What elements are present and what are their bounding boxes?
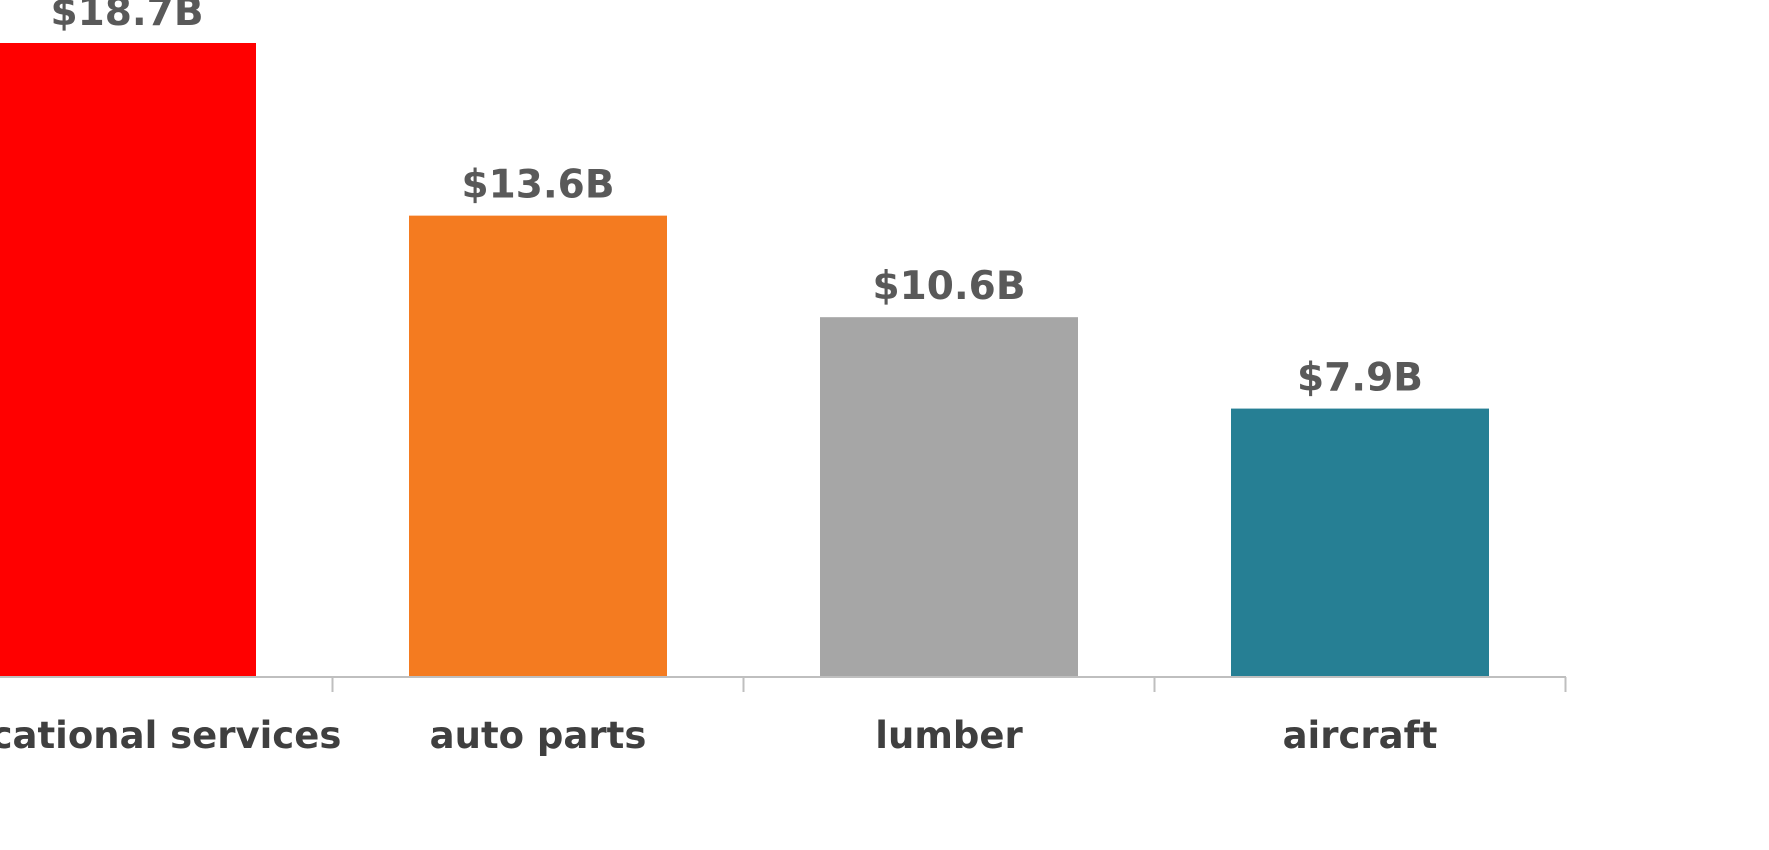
data-label-3: $7.9B: [1297, 356, 1423, 401]
x-tick-label-1: auto parts: [430, 714, 647, 757]
x-tick-label-3: aircraft: [1283, 714, 1438, 757]
x-axis: educational services auto parts lumber airc…: [0, 676, 1567, 757]
data-label-0: $18.7B: [50, 0, 203, 35]
bar-2: [820, 317, 1078, 676]
bar-3: [1231, 408, 1489, 676]
bars-layer: [0, 43, 1489, 677]
data-labels-layer: $18.7B $13.6B $10.6B $7.9B: [50, 0, 1423, 401]
bar-0: [0, 43, 256, 676]
x-tick-label-2: lumber: [875, 714, 1023, 757]
data-label-2: $10.6B: [872, 264, 1025, 309]
x-tick-label-0: educational services: [0, 714, 341, 757]
bar-1: [409, 215, 667, 677]
data-label-1: $13.6B: [461, 163, 614, 208]
